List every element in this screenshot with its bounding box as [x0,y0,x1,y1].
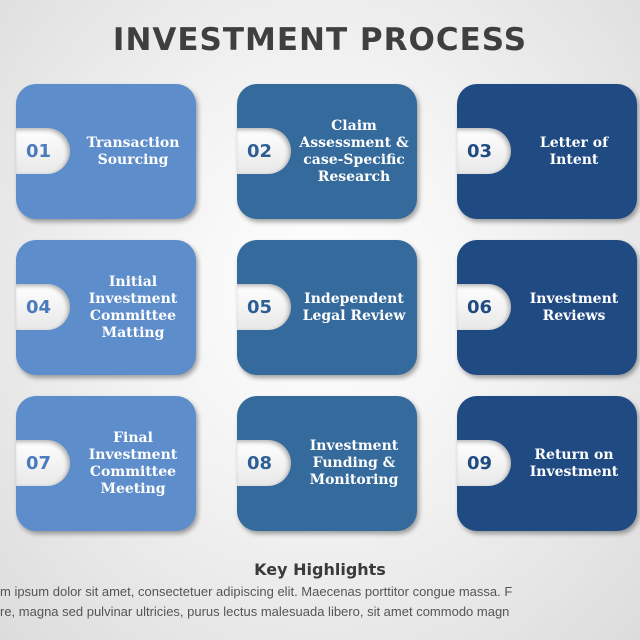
step-number: 06 [457,284,511,330]
step-card-09: 09 Return on Investment [457,396,637,531]
step-number: 04 [16,284,70,330]
highlights-line-1: m ipsum dolor sit amet, consectetuer adi… [0,584,513,599]
page-title: INVESTMENT PROCESS [112,22,528,58]
step-card-04: 04 Initial Investment Committee Matting [16,240,196,375]
highlights-heading: Key Highlights [254,560,386,579]
step-card-05: 05 Independent Legal Review [237,240,417,375]
step-number: 01 [16,128,70,174]
step-card-02: 02 Claim Assessment & case-Specific Resea… [237,84,417,219]
step-label: Initial Investment Committee Matting [88,273,178,341]
step-number: 09 [457,440,511,486]
step-label: Investment Funding & Monitoring [309,438,399,488]
step-number: 05 [237,284,291,330]
step-label: Final Investment Committee Meeting [88,429,178,497]
step-card-03: 03 Letter of Intent [457,84,637,219]
step-label: Transaction Sourcing [86,134,180,168]
step-label: Investment Reviews [529,290,619,324]
step-label: Independent Legal Review [302,290,406,324]
step-number: 03 [457,128,511,174]
step-card-06: 06 Investment Reviews [457,240,637,375]
step-number: 07 [16,440,70,486]
step-number: 02 [237,128,291,174]
highlights-line-2: re, magna sed pulvinar ultricies, purus … [0,604,510,619]
step-card-08: 08 Investment Funding & Monitoring [237,396,417,531]
step-label: Return on Investment [529,446,619,480]
step-label: Claim Assessment & case-Specific Researc… [299,117,409,185]
step-card-07: 07 Final Investment Committee Meeting [16,396,196,531]
step-card-01: 01 Transaction Sourcing [16,84,196,219]
step-number: 08 [237,440,291,486]
step-label: Letter of Intent [539,134,609,168]
